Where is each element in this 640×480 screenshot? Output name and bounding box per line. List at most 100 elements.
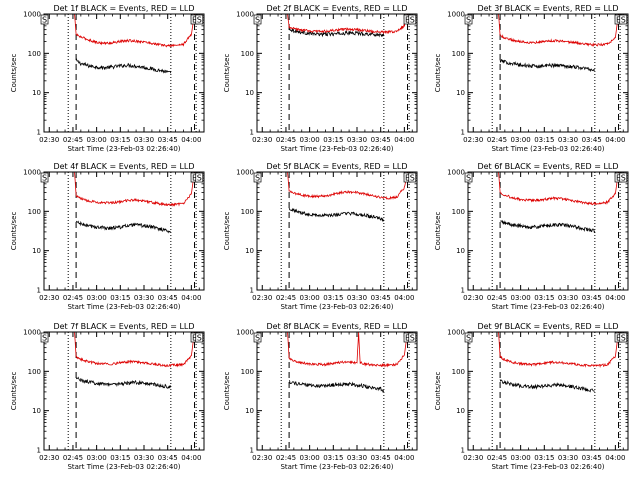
panel-det-8f: 1 10 100 1000 02:30 02:45 03:00 03:15 03:30 03:45… <box>223 322 418 471</box>
x-tick-label: 03:30 <box>347 136 367 144</box>
plot-area <box>491 14 621 132</box>
y-tick-label: 100 <box>241 50 254 58</box>
x-axis-label: Start Time (23-Feb-03 02:26:40) <box>67 145 180 153</box>
y-tick-label: 100 <box>241 208 254 216</box>
x-tick-label: 04:00 <box>181 454 201 462</box>
y-tick-label: 100 <box>452 368 465 376</box>
y-tick-label: 1 <box>37 129 41 137</box>
y-tick-label: 1 <box>461 129 465 137</box>
x-tick-label: 03:00 <box>300 454 320 462</box>
segment-marker-label: S <box>42 16 47 25</box>
x-axis-label: Start Time (23-Feb-03 02:26:40) <box>67 303 180 311</box>
y-tick-label: 1000 <box>23 11 41 19</box>
segment-marker-label: S <box>42 174 47 183</box>
segment-marker-box <box>619 332 628 343</box>
series-lld <box>287 172 408 200</box>
x-tick-label: 03:15 <box>323 294 343 302</box>
x-axis-label: Start Time (23-Feb-03 02:26:40) <box>491 463 604 471</box>
y-tick-label: 1 <box>250 287 254 295</box>
panel-title: Det 2f BLACK = Events, RED = LLD <box>266 4 407 13</box>
panel-det-9f: 1 10 100 1000 02:30 02:45 03:00 03:15 03:30 03:45… <box>434 322 629 471</box>
y-tick-label: 1000 <box>23 169 41 177</box>
segment-marker-label: E <box>616 174 621 183</box>
plot-area <box>280 14 410 132</box>
x-tick-label: 04:00 <box>605 136 625 144</box>
series-events <box>500 219 596 233</box>
x-tick-label: 04:00 <box>394 136 414 144</box>
x-tick-label: 03:00 <box>300 136 320 144</box>
segment-marker-label: S <box>466 334 471 343</box>
x-tick-label: 03:45 <box>158 136 178 144</box>
segment-marker-label: E <box>616 334 621 343</box>
series-events <box>75 220 171 234</box>
segment-marker-box <box>464 14 473 25</box>
panel-title: Det 9f BLACK = Events, RED = LLD <box>477 322 618 331</box>
x-tick-label: 02:45 <box>63 294 83 302</box>
panel-title: Det 8f BLACK = Events, RED = LLD <box>266 322 407 331</box>
x-tick-label: 03:00 <box>511 454 531 462</box>
plot-area <box>491 332 621 450</box>
segment-marker-label: S <box>621 334 626 343</box>
x-tick-label: 02:45 <box>276 454 296 462</box>
series-lld <box>498 332 619 368</box>
segment-marker-label: S <box>621 174 626 183</box>
x-tick-label: 03:45 <box>371 136 391 144</box>
segment-marker-box <box>408 14 417 25</box>
x-tick-label: 03:00 <box>87 454 107 462</box>
y-tick-label: 1000 <box>236 11 254 19</box>
y-tick-label: 10 <box>456 89 465 97</box>
x-tick-label: 04:00 <box>394 454 414 462</box>
y-tick-label: 100 <box>28 50 41 58</box>
y-axis-label: Counts/sec <box>10 54 18 93</box>
panel-det-4f: 1 10 100 1000 02:30 02:45 03:00 03:15 03:30 03:45… <box>10 162 205 311</box>
series-lld <box>498 172 619 206</box>
series-lld <box>74 172 195 207</box>
segment-marker-label: S <box>197 16 202 25</box>
series-lld <box>287 14 408 35</box>
segment-marker-label: S <box>621 16 626 25</box>
y-tick-label: 10 <box>32 407 41 415</box>
x-tick-label: 02:45 <box>487 294 507 302</box>
series-events <box>288 27 385 38</box>
y-tick-label: 1000 <box>447 11 465 19</box>
x-tick-label: 03:00 <box>300 294 320 302</box>
x-tick-label: 04:00 <box>394 294 414 302</box>
x-tick-label: 03:00 <box>511 136 531 144</box>
series-events <box>75 376 172 389</box>
y-tick-label: 1000 <box>447 169 465 177</box>
x-tick-label: 03:45 <box>582 136 602 144</box>
y-axis-label: Counts/sec <box>223 372 231 411</box>
panel-title: Det 3f BLACK = Events, RED = LLD <box>477 4 618 13</box>
axes-frame <box>467 331 629 451</box>
y-tick-label: 10 <box>456 247 465 255</box>
x-tick-label: 03:00 <box>87 136 107 144</box>
y-axis-label: Counts/sec <box>434 372 442 411</box>
segment-marker-label: S <box>410 334 415 343</box>
plot-area <box>67 332 197 450</box>
x-tick-label: 02:45 <box>63 136 83 144</box>
series-lld <box>287 332 408 368</box>
x-tick-label: 02:45 <box>487 454 507 462</box>
x-tick-label: 03:45 <box>582 454 602 462</box>
segment-marker-label: S <box>197 174 202 183</box>
plot-area <box>491 172 621 290</box>
segment-marker-label: S <box>255 16 260 25</box>
x-tick-label: 03:30 <box>558 136 578 144</box>
x-axis-label: Start Time (23-Feb-03 02:26:40) <box>280 463 393 471</box>
y-tick-label: 100 <box>452 208 465 216</box>
panel-det-6f: 1 10 100 1000 02:30 02:45 03:00 03:15 03:30 03:45… <box>434 162 629 311</box>
y-tick-label: 1000 <box>23 329 41 337</box>
segment-marker-box <box>408 172 417 183</box>
x-tick-label: 02:30 <box>39 294 59 302</box>
series-lld <box>498 14 619 47</box>
segment-marker-box <box>619 172 628 183</box>
segment-marker-label: E <box>192 334 197 343</box>
axes-frame <box>467 171 629 291</box>
y-axis-label: Counts/sec <box>434 54 442 93</box>
segment-marker-box <box>40 332 49 343</box>
x-tick-label: 03:15 <box>110 454 130 462</box>
x-axis-label: Start Time (23-Feb-03 02:26:40) <box>280 145 393 153</box>
x-tick-label: 03:15 <box>323 136 343 144</box>
x-tick-label: 02:45 <box>63 454 83 462</box>
segment-marker-label: S <box>410 16 415 25</box>
